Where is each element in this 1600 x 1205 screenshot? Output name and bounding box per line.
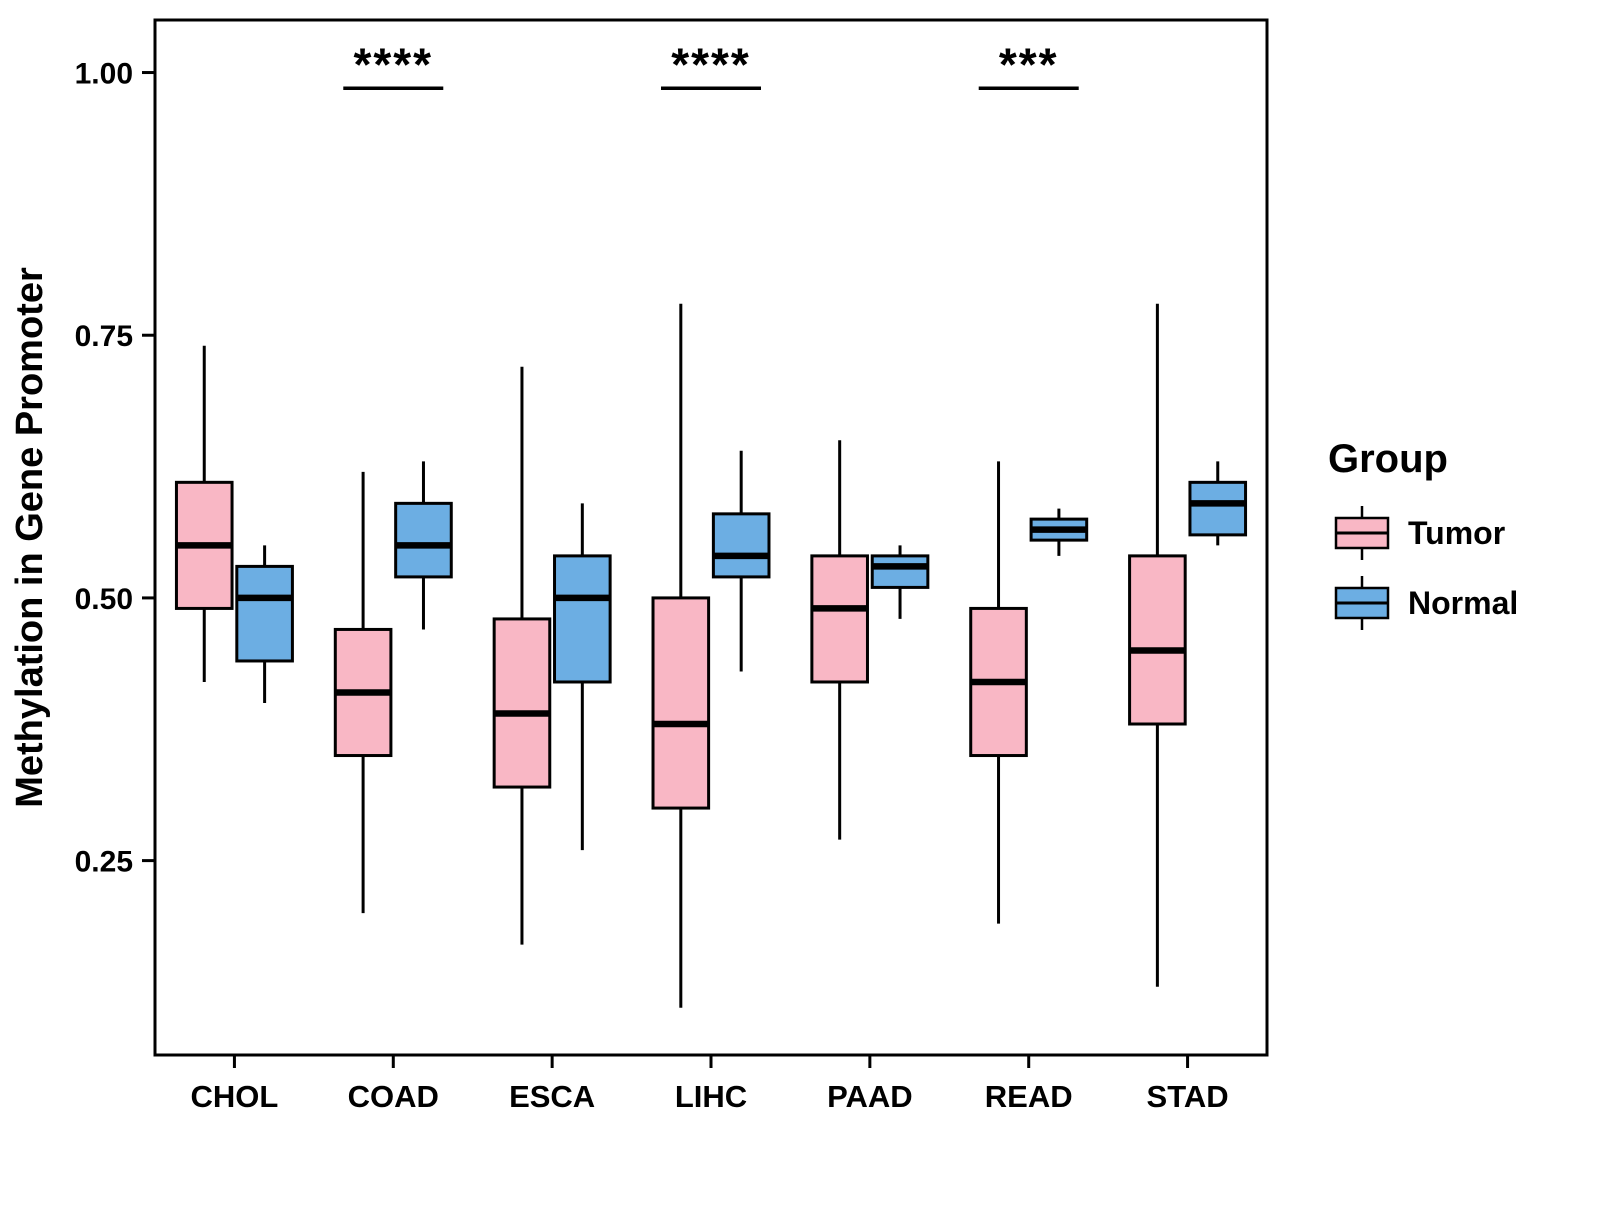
boxplot-tumor-chol bbox=[174, 345, 234, 682]
boxplot-tumor-lihc bbox=[651, 303, 711, 1008]
legend-label-normal: Normal bbox=[1408, 585, 1518, 621]
x-tick-label-lihc: LIHC bbox=[675, 1079, 747, 1114]
x-tick-label-esca: ESCA bbox=[509, 1079, 595, 1114]
iqr-box bbox=[394, 501, 453, 579]
boxplot-tumor-stad bbox=[1128, 303, 1187, 987]
boxplot-tumor-paad bbox=[810, 440, 869, 840]
iqr-box bbox=[235, 564, 294, 663]
significance-label-coad: **** bbox=[353, 38, 433, 90]
y-axis-title: Methylation in Gene Promoter bbox=[9, 267, 51, 808]
boxplot-tumor-esca bbox=[492, 366, 552, 945]
iqr-box bbox=[651, 596, 711, 810]
boxplot-normal-chol bbox=[235, 545, 294, 703]
legend-entry-tumor: Tumor bbox=[1334, 506, 1505, 560]
boxplot-normal-coad bbox=[394, 461, 453, 630]
significance-label-lihc: **** bbox=[671, 38, 751, 90]
boxplot-normal-read bbox=[1029, 508, 1089, 556]
boxplot-normal-paad bbox=[870, 545, 930, 619]
boxplot-normal-esca bbox=[553, 503, 612, 851]
legend-entry-normal: Normal bbox=[1334, 576, 1518, 630]
significance-label-read: *** bbox=[999, 38, 1059, 90]
legend-label-tumor: Tumor bbox=[1408, 515, 1505, 551]
iqr-box bbox=[1188, 480, 1248, 537]
y-tick-label: 0.25 bbox=[75, 846, 133, 879]
legend-title: Group bbox=[1328, 437, 1448, 481]
x-tick-label-paad: PAAD bbox=[827, 1079, 913, 1114]
boxplot-normal-stad bbox=[1188, 461, 1248, 546]
iqr-box bbox=[553, 554, 612, 684]
iqr-box bbox=[492, 617, 552, 789]
y-tick-label: 0.50 bbox=[75, 583, 133, 616]
y-tick-label: 0.75 bbox=[75, 320, 133, 353]
boxplot-tumor-read bbox=[969, 461, 1028, 924]
iqr-box bbox=[810, 554, 869, 684]
x-tick-label-read: READ bbox=[985, 1079, 1073, 1114]
x-tick-label-stad: STAD bbox=[1147, 1079, 1229, 1114]
y-tick-label: 1.00 bbox=[75, 58, 133, 91]
iqr-box bbox=[711, 512, 771, 579]
x-tick-label-chol: CHOL bbox=[191, 1079, 279, 1114]
boxplot-tumor-coad bbox=[333, 471, 393, 914]
iqr-box bbox=[1128, 554, 1187, 726]
boxplot-normal-lihc bbox=[711, 450, 771, 672]
plot-panel-border bbox=[153, 18, 1269, 1057]
x-tick-label-coad: COAD bbox=[348, 1079, 439, 1114]
iqr-box bbox=[870, 554, 930, 589]
